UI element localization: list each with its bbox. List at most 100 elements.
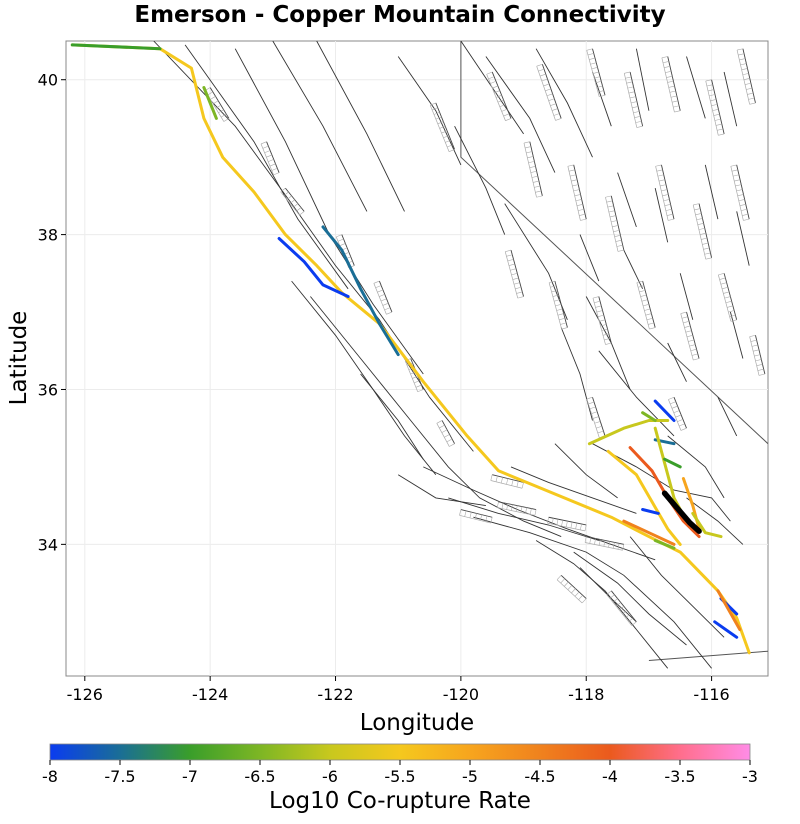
- colorbar-tick-label: -4.5: [524, 767, 555, 786]
- background-fault: [310, 296, 562, 538]
- dip-fault-surface: [586, 396, 606, 439]
- background-fault: [579, 234, 600, 282]
- x-tick-label: -122: [317, 685, 353, 704]
- background-fault: [360, 373, 424, 460]
- background-fault: [485, 56, 556, 173]
- y-tick-label: 40: [38, 71, 58, 90]
- background-fault: [667, 435, 725, 499]
- source-fault: [661, 490, 702, 534]
- background-fault: [554, 443, 618, 499]
- background-fault: [272, 41, 368, 212]
- background-fault: [316, 41, 405, 212]
- colored-fault-section: [622, 519, 676, 546]
- colored-fault-section: [663, 457, 682, 469]
- boundary-line: [460, 41, 768, 445]
- background-fault: [598, 350, 675, 437]
- colored-fault-section: [70, 43, 162, 51]
- y-axis-ticks: 34 36 38 40: [38, 71, 66, 554]
- background-fault: [473, 516, 712, 669]
- colored-fault-section: [641, 508, 660, 515]
- dip-fault-surface: [429, 102, 456, 152]
- chart-title: Emerson - Copper Mountain Connectivity: [134, 2, 666, 28]
- x-tick-label: -124: [192, 685, 228, 704]
- background-fault: [635, 48, 650, 111]
- colored-fault-section: [653, 539, 676, 550]
- colorbar-tick-label: -4: [602, 767, 618, 786]
- colored-fault-section: [606, 449, 682, 546]
- dip-fault-surface: [567, 164, 587, 221]
- background-fault: [448, 497, 599, 541]
- dip-fault-surface: [717, 273, 738, 322]
- dip-fault-surface: [373, 280, 393, 315]
- background-fault: [592, 71, 612, 127]
- dip-fault-surface: [636, 280, 656, 330]
- colorbar-ticks: -8 -7.5 -7 -6.5 -6 -5.5 -5 -4.5 -4 -3.5 -3: [42, 760, 758, 786]
- dip-fault-surface: [606, 590, 637, 626]
- colored-fault-section: [716, 589, 742, 631]
- x-tick-label: -116: [693, 685, 729, 704]
- dip-fault-surface: [436, 420, 456, 447]
- background-fault: [717, 397, 738, 437]
- dip-fault-surface: [280, 187, 305, 216]
- background-fault: [686, 497, 744, 545]
- colorbar-tick-label: -8: [42, 767, 58, 786]
- dip-fault-surface: [496, 501, 537, 516]
- colored-fault-section: [277, 237, 350, 298]
- background-fault: [667, 342, 687, 382]
- dip-fault-surface: [730, 164, 750, 221]
- dip-fault-surface: [490, 474, 524, 489]
- background-fault: [592, 443, 731, 522]
- x-tick-label: -126: [67, 685, 103, 704]
- colorbar-tick-label: -6: [322, 767, 338, 786]
- dip-fault-surface: [586, 48, 606, 98]
- dip-fault-surface: [692, 203, 713, 260]
- colorbar-tick-label: -3.5: [664, 767, 695, 786]
- colored-fault-section: [321, 225, 400, 357]
- background-fault: [573, 551, 687, 646]
- dip-fault-surface: [749, 334, 766, 376]
- y-tick-label: 36: [38, 380, 58, 399]
- dip-fault-surface: [668, 396, 687, 431]
- x-axis-label: Longitude: [360, 710, 474, 736]
- x-tick-label: -120: [443, 685, 479, 704]
- dip-fault-surface: [661, 56, 681, 113]
- dip-fault-surface: [547, 516, 587, 532]
- gridlines: [66, 41, 768, 676]
- background-fault: [560, 327, 593, 421]
- source-fault-trace: [661, 490, 702, 534]
- dipping-fault-surfaces: [204, 48, 766, 626]
- background-fault: [397, 474, 486, 507]
- colored-fault-sections: [70, 43, 751, 655]
- dip-fault-surface: [459, 509, 493, 524]
- dip-fault-surface: [536, 63, 562, 121]
- colorbar: [49, 743, 751, 761]
- background-fault: [153, 41, 474, 452]
- y-tick-label: 38: [38, 226, 58, 245]
- dip-fault-surface: [548, 280, 568, 330]
- colored-fault-section: [653, 399, 676, 422]
- dip-fault-surface: [260, 141, 280, 176]
- dip-fault-surface: [736, 48, 756, 105]
- dip-fault-surface: [504, 249, 524, 299]
- background-fault: [729, 311, 744, 359]
- dip-fault-surface: [655, 164, 675, 221]
- colorbar-tick-label: -7.5: [104, 767, 135, 786]
- dip-fault-surface: [556, 574, 587, 604]
- background-fault: [579, 567, 637, 623]
- colorbar-label: Log10 Co-rupture Rate: [269, 788, 531, 814]
- colored-fault-section: [587, 419, 670, 446]
- dip-fault-surface: [623, 71, 644, 128]
- colorbar-tick-label: -3: [742, 767, 758, 786]
- dip-fault-surface: [705, 79, 725, 136]
- colored-fault-section: [641, 411, 657, 422]
- colored-fault-section: [713, 620, 739, 639]
- dip-fault-surface: [605, 195, 625, 252]
- background-fault: [723, 71, 738, 127]
- colorbar-tick-label: -5.5: [384, 767, 415, 786]
- background-fault: [454, 125, 506, 235]
- colored-fault-section: [202, 86, 218, 120]
- background-fault: [686, 56, 706, 119]
- plot-frame: [65, 40, 769, 677]
- colored-fault-section: [70, 43, 751, 655]
- colorbar-tick-label: -7: [182, 767, 198, 786]
